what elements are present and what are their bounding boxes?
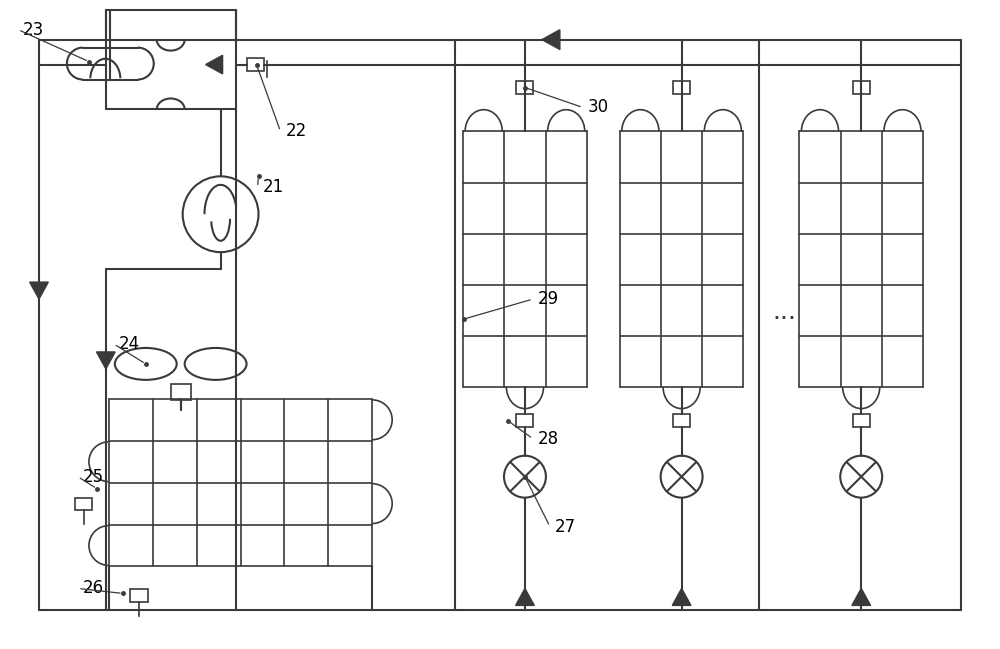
Polygon shape bbox=[516, 589, 534, 606]
Text: 30: 30 bbox=[588, 99, 609, 116]
Text: ···: ··· bbox=[772, 307, 796, 331]
Text: 24: 24 bbox=[119, 335, 140, 353]
Bar bbox=[673, 414, 690, 427]
Text: 22: 22 bbox=[285, 123, 307, 140]
Bar bbox=[516, 414, 533, 427]
Polygon shape bbox=[852, 589, 871, 606]
Polygon shape bbox=[97, 352, 115, 369]
Text: 25: 25 bbox=[83, 468, 104, 485]
Polygon shape bbox=[206, 55, 223, 74]
Text: 26: 26 bbox=[83, 580, 104, 598]
Bar bbox=[130, 589, 148, 602]
Bar bbox=[171, 384, 191, 400]
Polygon shape bbox=[542, 30, 560, 49]
Bar bbox=[75, 498, 92, 509]
Text: 29: 29 bbox=[538, 290, 559, 308]
Bar bbox=[853, 414, 870, 427]
Bar bbox=[516, 81, 533, 94]
Polygon shape bbox=[30, 282, 48, 299]
Polygon shape bbox=[672, 589, 691, 606]
Text: 23: 23 bbox=[23, 21, 44, 39]
Text: 21: 21 bbox=[263, 178, 284, 196]
Text: 27: 27 bbox=[555, 517, 576, 535]
Bar bbox=[853, 81, 870, 94]
Bar bbox=[247, 58, 264, 71]
Bar bbox=[673, 81, 690, 94]
Text: 28: 28 bbox=[538, 430, 559, 448]
